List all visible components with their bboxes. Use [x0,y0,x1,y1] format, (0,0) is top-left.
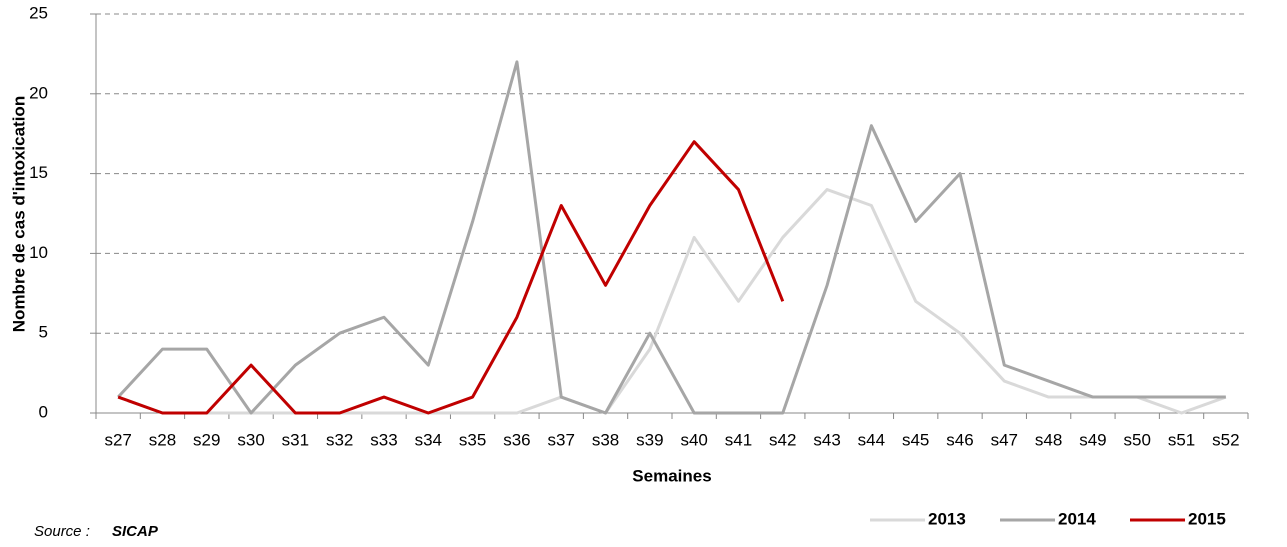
x-tick-label: s47 [991,430,1018,449]
x-tick-label: s39 [636,430,663,449]
legend-label: 2013 [928,509,966,528]
x-tick-label: s44 [858,430,885,449]
x-tick-label: s31 [282,430,309,449]
x-tick-label: s36 [503,430,530,449]
y-tick-label: 10 [29,243,48,262]
x-tick-label: s33 [370,430,397,449]
x-tick-label: s34 [415,430,442,449]
x-tick-label: s28 [149,430,176,449]
y-axis-title: Nombre de cas d'intoxication [9,96,28,332]
series-line [117,60,1226,415]
x-tick-label: s35 [459,430,486,449]
x-tick-label: s41 [725,430,752,449]
x-tick-label: s51 [1168,430,1195,449]
y-tick-label: 20 [29,83,48,102]
x-tick-label: s50 [1124,430,1151,449]
x-tick-label: s27 [104,430,131,449]
x-tick-label: s49 [1079,430,1106,449]
series-line [117,140,785,415]
y-tick-label: 25 [29,3,48,22]
x-tick-label: s38 [592,430,619,449]
x-tick-label: s45 [902,430,929,449]
x-tick-label: s46 [946,430,973,449]
x-axis-title: Semaines [632,466,711,485]
x-tick-label: s48 [1035,430,1062,449]
legend-label: 2014 [1058,509,1096,528]
x-tick-label: s37 [548,430,575,449]
x-tick-label: s32 [326,430,353,449]
source-label: Source : [34,523,90,540]
source-name: SICAP [112,523,159,540]
x-tick-label: s29 [193,430,220,449]
x-tick-label: s43 [813,430,840,449]
y-tick-label: 15 [29,163,48,182]
y-tick-label: 5 [39,323,48,342]
x-tick-label: s30 [237,430,264,449]
x-tick-label: s42 [769,430,796,449]
series-line [117,188,1227,415]
x-tick-label: s40 [680,430,707,449]
legend-label: 2015 [1188,509,1226,528]
x-tick-label: s52 [1212,430,1239,449]
y-tick-label: 0 [39,402,48,421]
